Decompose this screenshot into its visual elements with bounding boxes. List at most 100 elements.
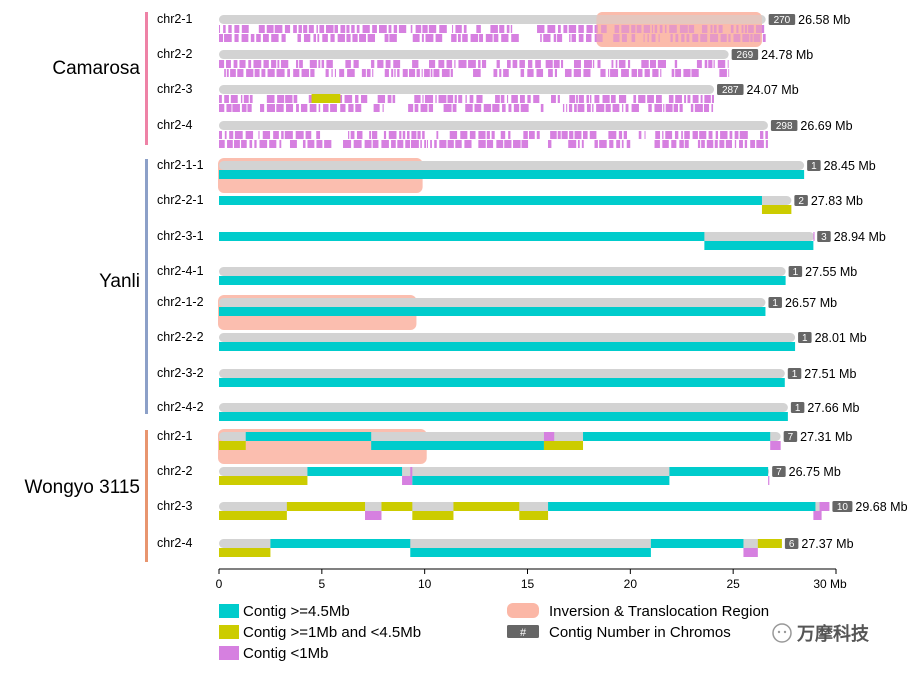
contig-segment (499, 69, 502, 77)
contig-segment (371, 131, 378, 139)
contig-segment (574, 131, 582, 139)
contig-segment (753, 34, 761, 42)
contig-small (402, 476, 413, 485)
contig-medium (286, 502, 366, 511)
contig-segment (586, 104, 591, 112)
contig-segment (500, 95, 505, 103)
contig-segment (692, 34, 699, 42)
chromosome-label: chr2-3 (157, 499, 192, 513)
chromosome-bar (219, 50, 729, 59)
contig-large (219, 412, 788, 421)
chromosome-length-label: 27.31 Mb (800, 430, 852, 444)
legend-swatch (219, 625, 239, 639)
chromosome-length-label: 26.58 Mb (798, 13, 850, 27)
contig-segment (407, 131, 410, 139)
contig-segment (561, 60, 564, 68)
contig-segment (711, 95, 714, 103)
contig-count-badge (768, 297, 782, 308)
contig-medium (219, 548, 271, 557)
genome-group: Camarosa chr2-1 270 26.58 Mb chr2-2 269 24.78 … (52, 12, 853, 148)
genome-bracket (145, 12, 148, 145)
x-axis: 0 5 10 15 20 25 30 Mb (216, 568, 847, 591)
contig-segment (504, 140, 512, 148)
chromosome-bar (219, 161, 805, 170)
contig-segment (616, 140, 621, 148)
contig-large (410, 548, 651, 557)
contig-segment (377, 60, 384, 68)
contig-segment (681, 34, 685, 42)
contig-segment (660, 69, 662, 77)
contig-segment (254, 140, 257, 148)
legend: Contig >=4.5Mb Contig >=1Mb and <4.5Mb Con… (219, 603, 769, 662)
contig-segment (454, 95, 457, 103)
contig-segment (536, 69, 544, 77)
contig-segment (383, 131, 387, 139)
contig-segment (553, 60, 560, 68)
contig-segment (511, 95, 518, 103)
contig-segment (755, 25, 765, 33)
contig-segment (316, 140, 323, 148)
contig-segment (372, 69, 374, 77)
contig-segment (248, 60, 252, 68)
contig-segment (578, 95, 584, 103)
contig-segment (576, 95, 578, 103)
contig-segment (360, 95, 368, 103)
contig-segment (715, 131, 719, 139)
chromosome-row: chr2-2-2 1 28.01 Mb (157, 330, 867, 351)
contig-count-label: 269 (737, 50, 754, 61)
contig-segment (433, 69, 440, 77)
contig-segment (420, 104, 428, 112)
contig-count-label: 1 (795, 403, 801, 414)
contig-segment (684, 140, 689, 148)
contig-segment (631, 25, 636, 33)
contig-segment (545, 60, 553, 68)
contig-segment (605, 104, 611, 112)
contig-count-label: 1 (811, 161, 817, 172)
chromosome-label: chr2-4 (157, 118, 192, 132)
chromosome-row: chr2-4-2 1 27.66 Mb (157, 400, 860, 421)
contig-segment (750, 34, 753, 42)
contig-segment (734, 131, 739, 139)
contig-segment (586, 25, 593, 33)
contig-segment (728, 34, 731, 42)
contig-count-label: 6 (789, 539, 795, 550)
contig-segment (589, 95, 592, 103)
contig-segment (577, 140, 580, 148)
contig-segment (266, 25, 274, 33)
chromosome-length-label: 26.57 Mb (785, 296, 837, 310)
contig-segment (435, 95, 437, 103)
contig-segment (260, 104, 265, 112)
contig-segment (521, 140, 529, 148)
contig-segment (694, 104, 703, 112)
genome-bracket (145, 430, 148, 562)
contig-segment (469, 131, 476, 139)
contig-count-label: 10 (837, 502, 849, 513)
contig-segment (664, 25, 667, 33)
contig-count-badge (817, 231, 831, 242)
legend-label: Inversion & Translocation Region (549, 603, 769, 620)
contig-medium (453, 502, 520, 511)
contig-segment (273, 131, 279, 139)
contig-segment (720, 131, 728, 139)
contig-medium (412, 511, 454, 520)
contig-segment (295, 131, 304, 139)
x-tick-label: 25 (726, 577, 740, 591)
contig-segment (649, 60, 657, 68)
contig-segment (457, 34, 461, 42)
contig-segment (402, 131, 406, 139)
contig-segment (348, 104, 354, 112)
contig-segment (561, 131, 568, 139)
contig-segment (529, 131, 535, 139)
contig-segment (219, 131, 223, 139)
legend-swatch (507, 603, 539, 618)
contig-segment (622, 104, 624, 112)
contig-segment (613, 34, 620, 42)
contig-segment (527, 95, 531, 103)
contig-large (548, 502, 816, 511)
contig-segment (299, 60, 303, 68)
contig-large (245, 432, 372, 441)
contig-large (583, 432, 771, 441)
contig-segment (692, 95, 699, 103)
contig-segment (317, 34, 320, 42)
contig-segment (389, 34, 397, 42)
